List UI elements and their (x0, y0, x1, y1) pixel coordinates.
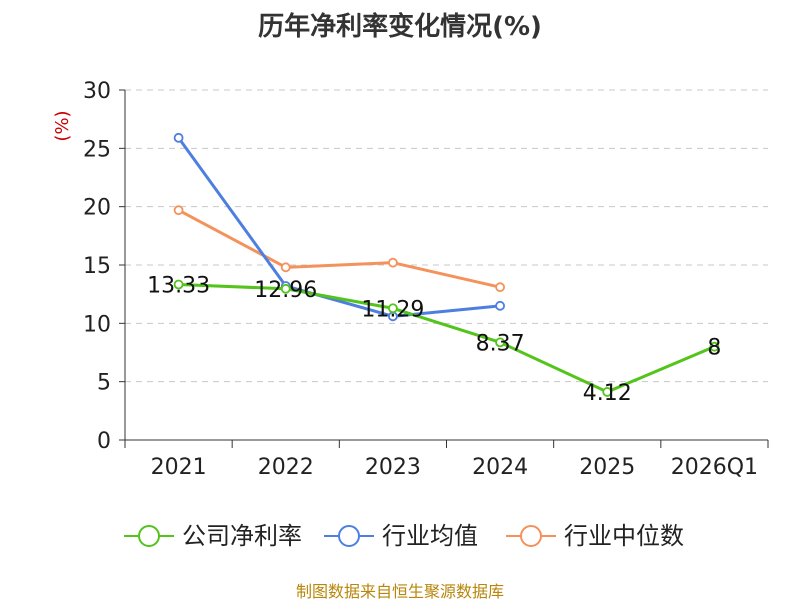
data-label: 8.37 (476, 331, 525, 356)
y-axis-tick-labels: 0 5 10 15 20 25 30 (83, 79, 111, 454)
legend: 公司净利率 行业均值 行业中位数 (124, 522, 684, 550)
data-point (280, 283, 291, 294)
data-label: 4.12 (583, 381, 632, 406)
series-line (177, 136, 501, 318)
legend-item: 公司净利率 (124, 522, 302, 550)
legend-marker (520, 525, 542, 547)
data-point (495, 300, 505, 311)
y-tick-label: 10 (83, 312, 111, 337)
y-tick-label: 0 (97, 429, 111, 454)
data-point (388, 257, 398, 268)
x-tick-label: 2022 (258, 455, 314, 480)
series-line (178, 282, 716, 394)
data-point (495, 282, 505, 293)
source-note: 制图数据来自恒生聚源数据库 (295, 582, 504, 601)
y-tick-label: 15 (83, 254, 111, 279)
data-point (173, 132, 184, 143)
data-label: 11.29 (361, 297, 424, 322)
y-tick-label: 20 (83, 196, 111, 221)
data-point (602, 387, 613, 397)
data-label: 8 (707, 336, 721, 361)
data-point (173, 279, 184, 290)
legend-marker (338, 525, 360, 547)
legend-label: 行业中位数 (564, 522, 684, 550)
x-tick-label: 2025 (579, 455, 635, 480)
legend-marker (138, 525, 160, 547)
data-label: 12.96 (254, 278, 317, 303)
data-point (173, 205, 184, 216)
data-point (709, 341, 720, 352)
series-lines (173, 132, 720, 397)
axes (119, 89, 769, 448)
y-tick-label: 25 (83, 137, 111, 162)
chart-title: 历年净利率变化情况(%) (258, 12, 542, 42)
legend-label: 公司净利率 (182, 522, 302, 550)
legend-label: 行业均值 (382, 522, 478, 550)
grid-lines (125, 89, 768, 383)
x-axis-tick-labels: 2021 2022 2023 2024 2025 2026Q1 (151, 455, 758, 480)
x-tick-label: 2021 (151, 455, 207, 480)
series-line (177, 208, 501, 289)
series-1 (173, 279, 720, 397)
y-tick-label: 30 (83, 79, 111, 104)
data-point (388, 303, 398, 314)
data-point (495, 337, 505, 348)
series-2 (173, 132, 505, 322)
y-axis-label: (%) (52, 110, 73, 141)
x-tick-label: 2024 (472, 455, 528, 480)
data-point (280, 262, 291, 273)
y-tick-label: 5 (97, 371, 111, 396)
legend-item: 行业中位数 (506, 522, 684, 550)
x-tick-label: 2023 (365, 455, 421, 480)
data-labels: 13.33 12.96 11.29 8.37 4.12 8 (147, 273, 721, 405)
legend-item: 行业均值 (324, 522, 478, 550)
series-3 (173, 205, 505, 293)
data-label: 13.33 (147, 273, 210, 298)
x-tick-label: 2026Q1 (671, 455, 758, 480)
